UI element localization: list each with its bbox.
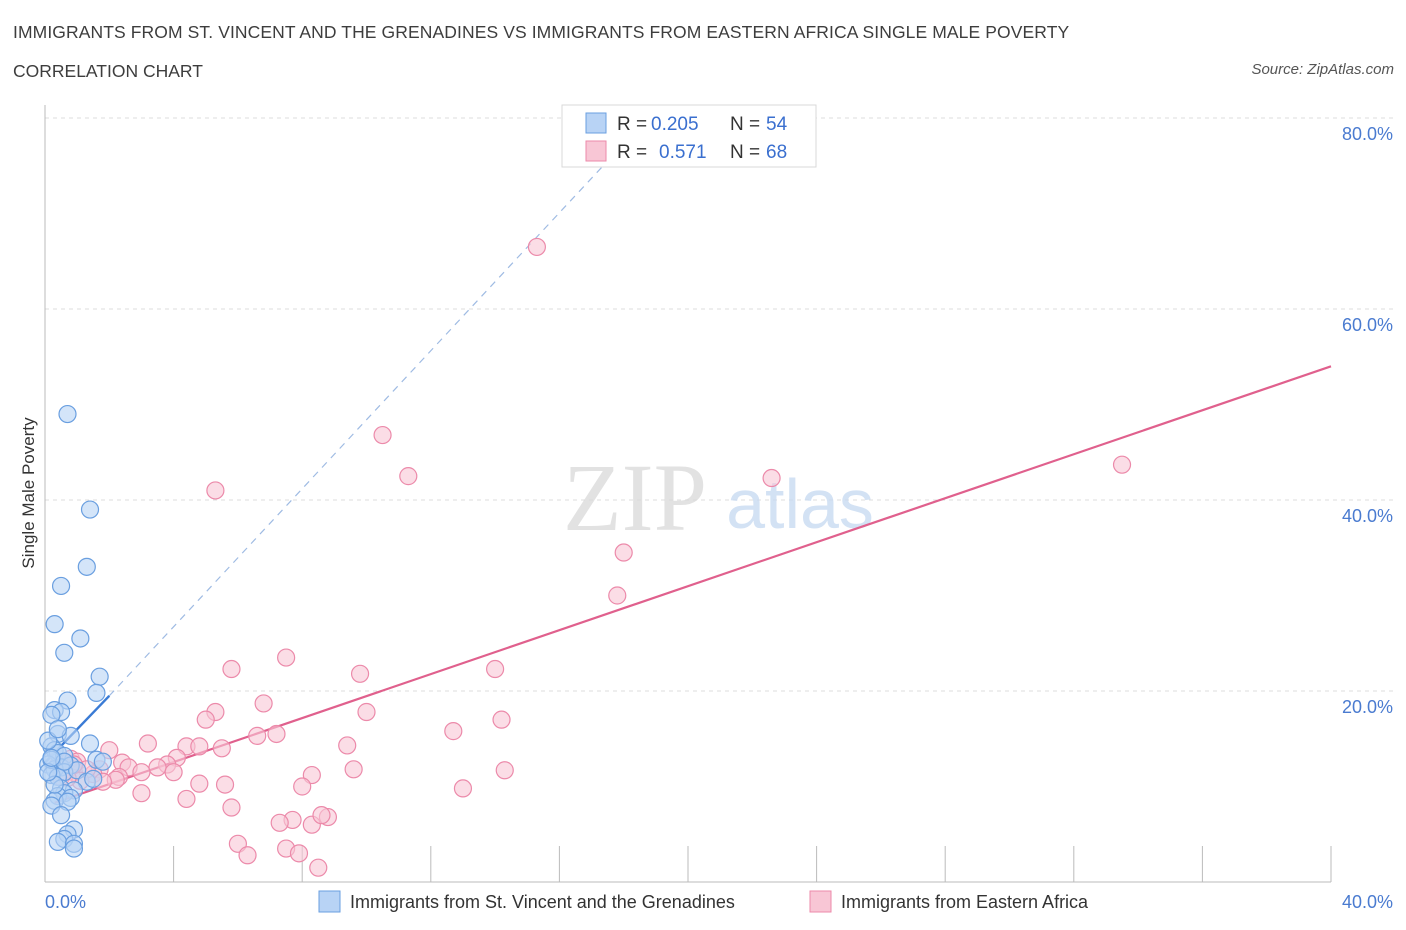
st-vincent-point — [55, 643, 74, 662]
st-vincent-point — [64, 839, 84, 858]
eastern-africa-point — [527, 237, 546, 257]
x-tick-marks — [44, 846, 1332, 882]
eastern-africa-trend-line — [54, 365, 1332, 804]
stats-r-label-1: R = — [617, 114, 647, 135]
y-tick-label-60: 60.0% — [1342, 315, 1393, 335]
eastern-africa-point — [350, 664, 370, 683]
eastern-africa-point — [254, 694, 273, 713]
eastern-africa-point — [344, 760, 363, 779]
series-legend-blue-swatch — [318, 890, 341, 913]
stats-n-label-2: N = — [730, 142, 760, 163]
eastern-africa-point — [248, 726, 267, 745]
eastern-africa-point — [309, 858, 328, 877]
eastern-africa-point — [270, 813, 289, 832]
eastern-africa-point — [444, 722, 463, 741]
stats-n-value-1: 54 — [766, 114, 788, 135]
st-vincent-point — [90, 667, 109, 686]
chart-title: IMMIGRANTS FROM ST. VINCENT AND THE GREN… — [13, 22, 1070, 42]
x-tick-label-min: 0.0% — [45, 892, 86, 912]
eastern-africa-points — [48, 237, 1132, 877]
eastern-africa-point — [277, 648, 296, 667]
stats-n-value-2: 68 — [766, 142, 787, 163]
st-vincent-point — [45, 615, 64, 634]
y-axis-label: Single Male Poverty — [19, 417, 38, 569]
eastern-africa-point — [608, 586, 627, 605]
st-vincent-point — [58, 404, 77, 424]
eastern-africa-point — [222, 659, 241, 679]
stats-n-label-1: N = — [730, 114, 760, 135]
stats-r-label-2: R = — [617, 142, 647, 163]
eastern-africa-point — [357, 702, 376, 722]
eastern-africa-point — [215, 775, 235, 794]
st-vincent-points — [39, 404, 112, 858]
eastern-africa-point — [373, 425, 392, 445]
y-tick-label-40: 40.0% — [1342, 506, 1393, 526]
eastern-africa-point — [399, 467, 418, 486]
eastern-africa-point — [289, 844, 309, 863]
eastern-africa-point — [190, 737, 209, 756]
st-vincent-point — [80, 500, 100, 519]
y-tick-label-80: 80.0% — [1342, 124, 1393, 144]
stats-legend-blue-swatch — [585, 112, 607, 134]
x-tick-label-max: 40.0% — [1342, 892, 1393, 912]
eastern-africa-point — [312, 806, 331, 825]
st-vincent-point — [71, 629, 90, 648]
st-vincent-point — [42, 748, 61, 767]
st-vincent-point — [87, 683, 106, 703]
st-vincent-point — [51, 806, 71, 825]
st-vincent-point — [80, 734, 100, 753]
series-legend-label-1: Immigrants from St. Vincent and the Gren… — [350, 892, 735, 912]
eastern-africa-point — [453, 779, 473, 798]
eastern-africa-point — [492, 710, 511, 729]
stats-legend-pink-swatch — [585, 140, 607, 162]
eastern-africa-point — [238, 846, 257, 865]
eastern-africa-point — [614, 543, 633, 562]
eastern-africa-point — [762, 468, 781, 488]
stats-r-value-2: 0.571 — [659, 142, 707, 163]
eastern-africa-point — [212, 739, 231, 758]
eastern-africa-point — [138, 734, 157, 753]
st-vincent-point — [48, 832, 67, 851]
series-legend-label-2: Immigrants from Eastern Africa — [841, 892, 1089, 912]
eastern-africa-point — [148, 758, 167, 777]
series-legend: Immigrants from St. Vincent and the Gren… — [318, 890, 1089, 913]
eastern-africa-point — [222, 798, 241, 817]
eastern-africa-point — [196, 710, 215, 729]
st-vincent-point — [77, 557, 96, 576]
y-tick-label-20: 20.0% — [1342, 697, 1393, 717]
st-vincent-point — [93, 752, 112, 771]
eastern-africa-point — [164, 763, 183, 782]
st-vincent-point — [84, 769, 103, 788]
st-vincent-point — [51, 576, 71, 596]
stats-legend: R = 0.205 N = 54 R = 0.571 N = 68 — [561, 104, 817, 168]
eastern-africa-point — [1112, 455, 1132, 474]
eastern-africa-point — [132, 784, 151, 803]
series-legend-pink-swatch — [809, 890, 832, 913]
eastern-africa-point — [293, 777, 312, 796]
eastern-africa-point — [486, 659, 505, 679]
chart-subtitle: CORRELATION CHART — [13, 61, 203, 81]
stats-r-value-1: 0.205 — [651, 114, 699, 135]
eastern-africa-point — [190, 774, 209, 793]
source-label: Source: ZipAtlas.com — [1251, 61, 1394, 78]
eastern-africa-point — [177, 789, 196, 809]
st-vincent-trend-extension — [108, 160, 609, 697]
eastern-africa-point — [206, 481, 225, 500]
y-tick-labels: 20.0% 40.0% 60.0% 80.0% — [1342, 124, 1393, 717]
eastern-africa-point — [495, 761, 514, 780]
grid-lines — [45, 117, 1393, 692]
eastern-africa-point — [338, 736, 357, 755]
eastern-africa-point — [132, 763, 151, 782]
watermark-zip: ZIP — [563, 444, 707, 551]
eastern-africa-point — [267, 724, 286, 744]
st-vincent-point — [48, 720, 67, 739]
